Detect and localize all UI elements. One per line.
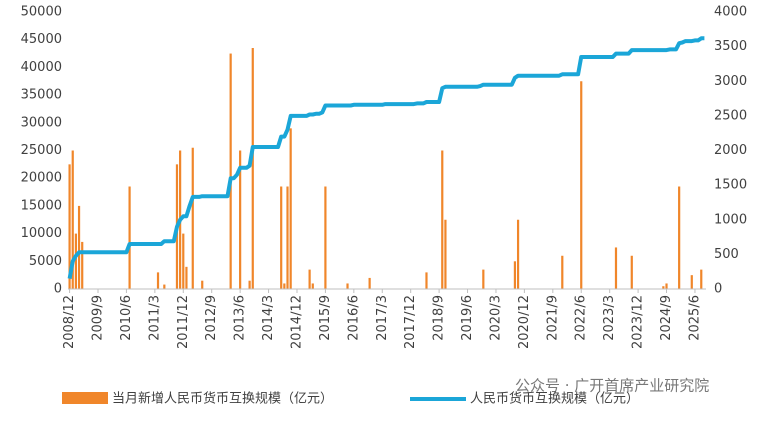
- y2-tick-label: 3500: [714, 39, 747, 54]
- bar: [513, 261, 517, 289]
- y2-tick-label: 500: [714, 247, 739, 262]
- bar: [324, 186, 327, 289]
- bar: [81, 241, 84, 289]
- y2-tick-label: 4000: [714, 5, 747, 20]
- legend-label: 人民币货币互换规模（亿元）: [470, 391, 639, 407]
- watermark: 公众号 · 广开首席产业研究院: [515, 377, 709, 395]
- line: [67, 36, 705, 279]
- bar: [185, 266, 188, 289]
- y-tick-label: 45000: [21, 32, 62, 47]
- x-tick-label: 2021/9: [545, 295, 560, 341]
- y2-tick-label: 2000: [714, 143, 747, 158]
- x-tick-label: 2025/6: [687, 295, 702, 341]
- bar: [662, 286, 665, 289]
- x-tick-label: 2024/9: [659, 295, 674, 341]
- bar: [128, 186, 131, 289]
- bar: [444, 219, 447, 289]
- y-tick-label: 35000: [21, 88, 62, 103]
- bar: [311, 283, 314, 289]
- x-tick-label: 2023/12: [631, 295, 646, 349]
- y-tick-label: 20000: [21, 171, 62, 186]
- x-tick-label: 2011/12: [176, 295, 191, 349]
- bar: [283, 283, 286, 289]
- x-tick-label: 2010/6: [119, 295, 134, 341]
- bar: [561, 255, 564, 289]
- y-tick-label: 10000: [21, 226, 62, 241]
- bar: [441, 150, 444, 289]
- bar: [346, 283, 349, 289]
- y2-tick-label: 1000: [714, 212, 747, 227]
- bar: [289, 128, 292, 289]
- x-tick-label: 2009/9: [91, 295, 106, 341]
- x-tick-label: 2023/3: [602, 295, 617, 341]
- x-tick-label: 2016/6: [346, 295, 361, 341]
- x-tick-label: 2012/9: [204, 295, 219, 341]
- x-tick-label: 2017/3: [375, 295, 390, 341]
- bar: [71, 150, 74, 289]
- x-tick-label: 2013/6: [233, 295, 248, 341]
- y2-tick-label: 0: [714, 282, 722, 297]
- bar: [580, 81, 583, 289]
- bar: [77, 205, 81, 289]
- bar: [74, 233, 77, 289]
- legend-swatch: [62, 392, 108, 404]
- bar: [425, 272, 428, 289]
- y-tick-label: 50000: [21, 5, 62, 20]
- x-tick-label: 2014/3: [261, 295, 276, 341]
- y-tick-label: 15000: [21, 198, 62, 213]
- bar: [286, 186, 289, 289]
- bar: [700, 269, 703, 289]
- bar: [308, 269, 311, 289]
- bar: [280, 186, 283, 289]
- bar: [516, 219, 520, 289]
- bar: [614, 247, 618, 289]
- bar: [630, 255, 633, 289]
- bar: [229, 53, 232, 289]
- x-tick-label: 2022/6: [574, 295, 589, 341]
- y-tick-label: 25000: [21, 143, 62, 158]
- bar: [248, 280, 251, 289]
- bar: [182, 233, 185, 289]
- x-tick-label: 2015/9: [318, 295, 333, 341]
- bar: [201, 280, 204, 289]
- x-tick-label: 2020/12: [517, 295, 532, 349]
- bar: [368, 277, 371, 289]
- bar: [163, 284, 166, 289]
- bar: [191, 147, 194, 289]
- y2-tick-label: 3000: [714, 74, 747, 89]
- bar: [690, 275, 693, 289]
- bar: [239, 150, 242, 289]
- legend-label: 当月新增人民币货币互换规模（亿元）: [112, 391, 333, 407]
- bar: [68, 164, 71, 289]
- bar: [156, 272, 160, 289]
- bar: [482, 269, 485, 289]
- x-tick-label: 2019/6: [460, 295, 475, 341]
- bar: [665, 283, 668, 289]
- y-tick-label: 40000: [21, 60, 62, 75]
- y2-tick-label: 1500: [714, 178, 747, 193]
- bar: [678, 186, 681, 289]
- y2-tick-label: 2500: [714, 108, 747, 123]
- bar: [251, 48, 254, 290]
- x-tick-label: 2014/12: [289, 295, 304, 349]
- y-tick-label: 30000: [21, 115, 62, 130]
- x-tick-label: 2018/9: [432, 295, 447, 341]
- y-tick-label: 0: [54, 282, 62, 297]
- y-tick-label: 5000: [29, 254, 62, 269]
- x-tick-label: 2020/3: [488, 295, 503, 341]
- x-tick-label: 2017/12: [403, 295, 418, 349]
- x-tick-label: 2008/12: [62, 295, 77, 349]
- x-tick-label: 2011/3: [147, 295, 162, 341]
